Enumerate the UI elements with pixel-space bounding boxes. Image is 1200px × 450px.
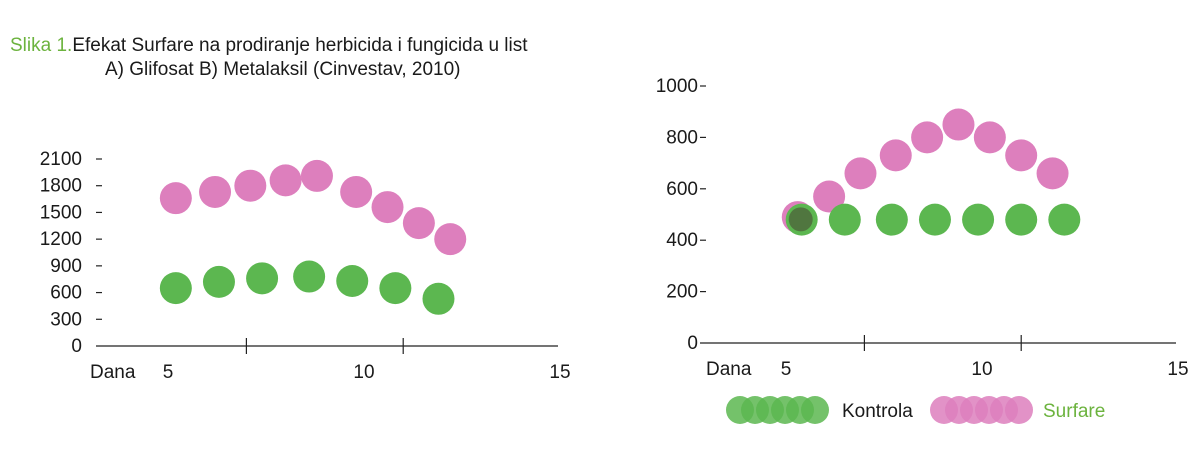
data-point	[402, 207, 435, 240]
data-point	[911, 121, 944, 154]
data-point	[828, 203, 861, 236]
data-point	[918, 203, 951, 236]
x-tick-label: 10	[353, 362, 374, 383]
y-tick-label: 600	[50, 283, 82, 304]
data-point	[1005, 203, 1038, 236]
data-point	[879, 139, 912, 172]
data-point	[246, 262, 279, 295]
data-point	[199, 175, 232, 208]
series-surfare	[159, 159, 467, 256]
data-point	[379, 272, 412, 305]
y-tick-label: 400	[666, 230, 698, 251]
legend-surfare-swatch	[1005, 396, 1033, 424]
caption-line2: A) Glifosat B) Metalaksil (Cinvestav, 20…	[105, 59, 461, 80]
data-point	[234, 169, 267, 202]
y-tick-label: 600	[666, 179, 698, 200]
data-point	[1036, 157, 1069, 190]
data-point	[202, 265, 235, 298]
x-tick-label: 10	[971, 359, 992, 380]
y-tick-label: 900	[50, 256, 82, 277]
data-point	[1048, 203, 1081, 236]
y-tick-label: 0	[687, 333, 698, 354]
data-point	[844, 157, 877, 190]
y-tick-label: 200	[666, 282, 698, 303]
data-point	[1005, 139, 1038, 172]
x-axis-label: Dana	[706, 359, 752, 380]
y-tick-label: 300	[50, 309, 82, 330]
y-tick-label: 2100	[40, 149, 82, 170]
data-point	[159, 182, 192, 215]
caption-lead: Slika 1.	[10, 35, 73, 56]
figure-caption: Slika 1.Efekat Surfare na prodiranje her…	[10, 34, 528, 80]
data-point	[300, 159, 333, 192]
data-point	[336, 264, 369, 297]
data-point	[371, 191, 404, 224]
data-point	[422, 282, 455, 315]
x-axis-label: Dana	[90, 362, 136, 383]
data-point	[269, 164, 302, 197]
data-point	[875, 203, 908, 236]
caption-line1: Efekat Surfare na prodiranje herbicida i…	[72, 35, 528, 56]
data-point	[434, 223, 467, 256]
y-tick-label: 1200	[40, 229, 82, 250]
chart-a-glifosat: 0 300 600 900 1200 1500 1800 2100 5 10 15 Dana	[40, 149, 571, 383]
x-tick-label: 5	[781, 359, 792, 380]
data-point	[813, 180, 846, 213]
data-point	[942, 108, 975, 141]
y-tick-label: 1500	[40, 202, 82, 223]
data-point	[293, 260, 326, 293]
data-point	[973, 121, 1006, 154]
overlap-mark	[788, 207, 813, 232]
chart-b-metalaksil: 0 200 400 600 800 1000 5 10 15 Dana	[656, 76, 1189, 380]
legend-kontrola-swatch	[801, 396, 829, 424]
legend: Kontrola Surfare	[726, 396, 1105, 424]
y-tick-label: 0	[71, 336, 82, 357]
x-tick-label: 15	[1167, 359, 1188, 380]
y-tick-label: 1800	[40, 176, 82, 197]
y-tick-label: 800	[666, 127, 698, 148]
series-kontrola	[159, 260, 455, 315]
x-tick-label: 15	[549, 362, 570, 383]
data-point	[962, 203, 995, 236]
x-tick-label: 5	[163, 362, 174, 383]
legend-kontrola-label: Kontrola	[842, 401, 913, 422]
legend-surfare-label: Surfare	[1043, 401, 1105, 422]
data-point	[340, 175, 373, 208]
y-tick-label: 1000	[656, 76, 698, 97]
data-point	[159, 272, 192, 305]
